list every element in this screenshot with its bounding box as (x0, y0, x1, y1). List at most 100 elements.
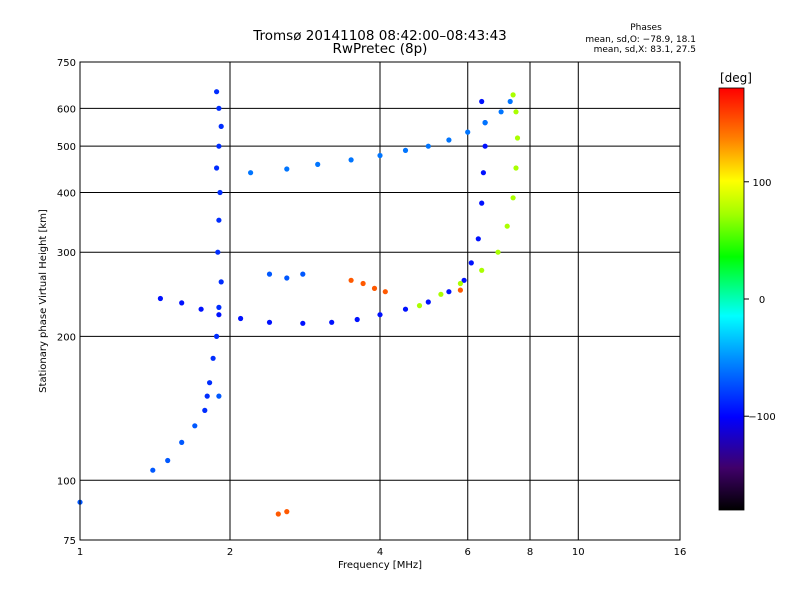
data-point (216, 312, 222, 318)
data-point (329, 319, 335, 325)
series-trace (202, 89, 224, 413)
data-point (402, 147, 409, 153)
x-tick-label: 4 (377, 547, 383, 558)
data-point (360, 280, 366, 287)
data-point (214, 165, 220, 171)
data-point (377, 152, 383, 159)
data-point (425, 143, 431, 149)
data-point (382, 289, 388, 295)
y-tick-label: 100 (57, 476, 76, 487)
x-tick-label: 6 (465, 547, 471, 558)
y-tick-label: 200 (57, 332, 76, 343)
data-point (266, 319, 273, 325)
y-tick-label: 75 (63, 536, 76, 547)
data-point (210, 355, 216, 361)
data-point (348, 157, 354, 163)
data-point (218, 123, 224, 129)
data-point (377, 312, 383, 318)
phases-o-stat: mean, sd,O: −78.9, 18.1 (585, 35, 696, 45)
data-point (416, 303, 423, 309)
data-point (198, 306, 204, 312)
series-trace (77, 271, 306, 505)
data-point (266, 271, 273, 277)
data-point (465, 129, 471, 135)
data-point (479, 98, 485, 105)
data-point (482, 120, 488, 126)
data-point (402, 306, 409, 312)
phases-x-stat: mean, sd,X: 83.1, 27.5 (594, 45, 696, 55)
x-tick-label: 8 (527, 547, 533, 558)
data-point (498, 109, 504, 115)
x-tick-label: 16 (674, 547, 687, 558)
data-point (482, 143, 488, 149)
data-point (284, 166, 290, 172)
data-point (214, 89, 220, 95)
data-point (216, 105, 222, 111)
data-point (495, 249, 501, 255)
y-tick-label: 300 (57, 248, 76, 259)
data-point (480, 170, 486, 176)
data-point (217, 189, 223, 196)
series-trace (157, 98, 488, 326)
data-point (468, 260, 474, 266)
data-point (315, 161, 321, 167)
data-point (202, 407, 208, 413)
data-point (507, 98, 513, 105)
data-point (514, 135, 521, 141)
colorbar: [deg] 100 0 −100 (718, 71, 776, 511)
data-point (425, 299, 431, 305)
chart-subtitle: RwPretec (8p) (333, 41, 428, 57)
data-point (216, 217, 222, 223)
x-tick-label: 10 (572, 547, 585, 558)
data-point (475, 236, 481, 242)
data-point (204, 393, 210, 399)
colorbar-gradient (719, 88, 744, 510)
data-point (446, 137, 452, 143)
data-point (504, 223, 510, 229)
x-axis-ticks: 1 2 4 6 8 10 16 (77, 547, 687, 558)
data-point (513, 109, 519, 115)
data-point (214, 333, 220, 339)
series-trace (416, 92, 521, 309)
data-point (513, 165, 519, 171)
series-trace (248, 98, 513, 176)
data-point (218, 279, 224, 285)
data-point (284, 509, 290, 515)
colorbar-tick-label: −100 (748, 412, 775, 423)
data-point (354, 316, 360, 323)
x-tick-label: 2 (227, 547, 233, 558)
data-point (510, 195, 516, 201)
series-trace (275, 277, 463, 517)
x-tick-label: 1 (77, 547, 83, 558)
phases-heading: Phases (630, 23, 662, 33)
data-point (479, 267, 485, 273)
data-point (179, 439, 185, 445)
data-point (348, 277, 354, 283)
y-tick-label: 750 (57, 58, 76, 69)
colorbar-label: [deg] (720, 71, 752, 85)
data-point (150, 467, 156, 473)
y-tick-label: 600 (57, 104, 76, 115)
data-point (157, 295, 163, 302)
data-point (216, 304, 222, 310)
data-point (248, 170, 254, 176)
colorbar-ticks: 100 0 −100 (744, 178, 776, 423)
data-point (192, 423, 198, 429)
y-axis-label: Stationary phase Virtual Height [km] (38, 209, 49, 393)
colorbar-tick-label: 100 (752, 178, 771, 189)
data-point (275, 511, 281, 517)
colorbar-tick-label: 0 (759, 295, 765, 306)
y-axis-ticks: 75 100 200 300 400 500 600 750 (57, 58, 76, 547)
y-tick-label: 500 (57, 142, 76, 153)
data-point (510, 92, 516, 98)
data-point (216, 393, 222, 399)
plot-frame (79, 61, 681, 541)
data-point (165, 457, 171, 464)
data-point (216, 143, 222, 149)
data-point (479, 200, 485, 206)
y-tick-label: 400 (57, 188, 76, 199)
data-point (438, 291, 444, 297)
data-point (238, 315, 244, 322)
data-point (461, 277, 467, 283)
